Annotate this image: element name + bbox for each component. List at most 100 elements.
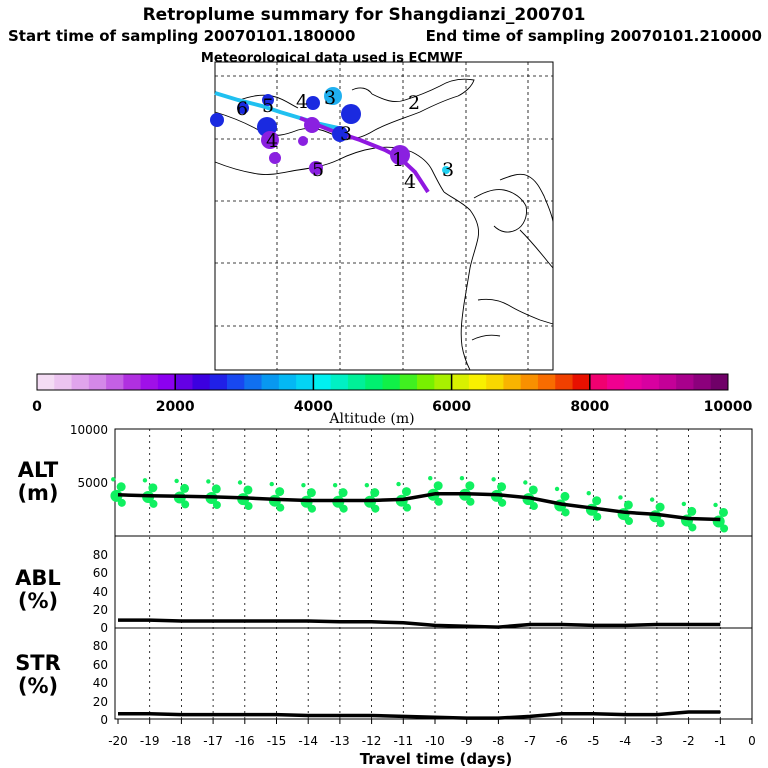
alt-scatter-point bbox=[181, 500, 190, 509]
colorbar-cell bbox=[278, 374, 297, 390]
colorbar-cell bbox=[209, 374, 228, 390]
alt-scatter-point bbox=[116, 482, 126, 492]
plume-circle bbox=[210, 113, 224, 127]
colorbar-cell bbox=[261, 374, 280, 390]
colorbar-cell bbox=[555, 374, 573, 390]
alt-scatter-point bbox=[396, 481, 401, 487]
plume-circle bbox=[237, 102, 249, 114]
plume-circle bbox=[269, 152, 281, 164]
colorbar-cell bbox=[37, 374, 55, 390]
alt-scatter-point bbox=[529, 502, 538, 511]
colorbar-cell bbox=[330, 374, 349, 390]
alt-scatter-point bbox=[301, 482, 306, 488]
colorbar-cell bbox=[607, 374, 625, 390]
plume-circle bbox=[442, 166, 450, 174]
day-label: 2 bbox=[408, 92, 420, 114]
colorbar-frame bbox=[36, 373, 729, 391]
x-tick-label: -8 bbox=[492, 734, 504, 748]
alt-scatter-point bbox=[618, 495, 623, 500]
alt-scatter-point bbox=[528, 485, 538, 495]
x-tick-label: -16 bbox=[235, 734, 255, 748]
plume-circle bbox=[262, 94, 274, 106]
day-label: 6 bbox=[236, 98, 248, 120]
alt-scatter-point bbox=[625, 517, 634, 526]
colorbar-cell bbox=[503, 374, 522, 390]
alt-scatter-point bbox=[433, 481, 443, 491]
alt-scatter-point bbox=[687, 506, 697, 516]
alt-scatter-point bbox=[459, 476, 465, 481]
x-tick-label: -20 bbox=[108, 734, 128, 748]
abl-panel-label: ABL bbox=[15, 566, 61, 590]
str-series-line bbox=[118, 710, 721, 720]
alt-scatter-point bbox=[428, 476, 433, 481]
day-label: 5 bbox=[262, 95, 274, 117]
x-tick-label: -1 bbox=[714, 734, 726, 748]
alt-scatter-point bbox=[498, 498, 507, 507]
colorbar-cell bbox=[572, 374, 591, 390]
alt-scatter-point bbox=[212, 500, 221, 509]
alt-scatter-point bbox=[434, 497, 443, 506]
alt-scatter-point bbox=[149, 499, 158, 508]
colorbar-cell bbox=[676, 374, 694, 390]
abl-ytick-label: 80 bbox=[93, 548, 108, 562]
alt-scatter-point bbox=[718, 507, 728, 517]
x-tick-label: -9 bbox=[461, 734, 473, 748]
colorbar-cell bbox=[399, 374, 418, 390]
alt-scatter-point bbox=[655, 502, 665, 512]
colorbar-cell bbox=[434, 374, 452, 390]
colorbar-cell bbox=[347, 374, 366, 390]
panels-frame bbox=[114, 428, 753, 720]
figure-title: Retroplume summary for Shangdianzi_20070… bbox=[143, 5, 586, 25]
x-tick-label: -15 bbox=[267, 734, 287, 748]
map-panel: 6 5 4 3 2 1 5 4 3 3 4 bbox=[210, 61, 554, 371]
end-time-label: End time of sampling 20070101.210000 bbox=[426, 27, 762, 45]
str-panel-label: STR bbox=[15, 651, 61, 675]
day-label: 3 bbox=[442, 159, 454, 181]
x-tick-label: -5 bbox=[588, 734, 600, 748]
colorbar-tick-label: 10000 bbox=[704, 399, 753, 415]
x-tick-label: -17 bbox=[203, 734, 223, 748]
colorbar-cell bbox=[537, 374, 556, 390]
map-frame bbox=[214, 61, 554, 371]
plume-circle bbox=[298, 136, 308, 146]
colorbar-cells bbox=[37, 374, 729, 390]
y-tick-labels: 10000 5000 80 60 40 20 0 80 60 40 20 0 bbox=[70, 423, 108, 727]
alt-scatter-point bbox=[586, 491, 591, 496]
alt-scatter-point bbox=[403, 503, 412, 512]
alt-scatter-point bbox=[560, 491, 570, 501]
colorbar-cell bbox=[624, 374, 643, 390]
str-ytick-label: 60 bbox=[93, 658, 108, 672]
alt-scatter-point bbox=[338, 488, 348, 498]
alt-scatter-point bbox=[174, 478, 179, 484]
alt-scatter-point bbox=[688, 523, 697, 532]
alt-ytick-label: 10000 bbox=[70, 423, 108, 437]
colorbar-cell bbox=[71, 374, 90, 390]
str-ytick-label: 40 bbox=[93, 676, 108, 690]
alt-scatter-point bbox=[276, 503, 285, 512]
abl-ytick-label: 20 bbox=[93, 603, 108, 617]
series-lines bbox=[117, 492, 721, 720]
colorbar-cell bbox=[227, 374, 245, 390]
x-tick-label: -6 bbox=[556, 734, 568, 748]
plume-circle bbox=[332, 126, 348, 142]
colorbar-tick-label: 0 bbox=[32, 399, 42, 415]
colorbar-tick-label: 8000 bbox=[570, 399, 609, 415]
plume-circle bbox=[261, 131, 279, 149]
x-tick-label: -4 bbox=[619, 734, 631, 748]
colorbar-cell bbox=[157, 374, 176, 390]
colorbar-tick-label: 4000 bbox=[294, 399, 333, 415]
day-label: 3 bbox=[340, 123, 352, 145]
alt-scatter-point bbox=[142, 478, 148, 483]
alt-scatter-point bbox=[111, 477, 116, 482]
abl-ytick-label: 60 bbox=[93, 566, 108, 580]
alt-scatter-point bbox=[243, 485, 253, 495]
plume-circles bbox=[210, 87, 450, 175]
alt-scatter-point bbox=[275, 487, 285, 497]
colorbar-cell bbox=[417, 374, 435, 390]
colorbar-cell bbox=[693, 374, 712, 390]
colorbar-cell bbox=[123, 374, 142, 390]
alt-scatter-point bbox=[554, 486, 560, 492]
abl-ytick-label: 0 bbox=[100, 621, 108, 635]
colorbar-cell bbox=[192, 374, 211, 390]
x-axis-label: Travel time (days) bbox=[360, 750, 513, 768]
